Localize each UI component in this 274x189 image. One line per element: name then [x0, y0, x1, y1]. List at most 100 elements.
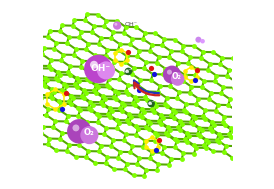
Point: [55, 70, 60, 74]
Point: [27, 101, 31, 105]
Point: [137, 157, 141, 160]
Point: [189, 85, 194, 88]
Point: [150, 108, 154, 111]
Point: [195, 76, 199, 79]
Point: [80, 59, 85, 62]
Point: [153, 131, 157, 134]
Point: [240, 127, 244, 130]
Point: [152, 110, 156, 113]
Point: [189, 66, 193, 69]
Point: [65, 114, 70, 117]
Point: [189, 120, 193, 123]
Point: [109, 37, 113, 40]
Point: [176, 126, 181, 129]
Point: [115, 119, 119, 122]
Point: [144, 146, 149, 149]
Point: [6, 101, 10, 104]
Point: [207, 97, 211, 100]
Point: [265, 81, 270, 84]
Point: [158, 84, 162, 88]
Point: [110, 109, 114, 112]
Point: [175, 140, 179, 143]
Point: [70, 24, 75, 27]
Point: [154, 105, 158, 108]
Point: [16, 136, 20, 139]
Point: [39, 131, 43, 134]
Point: [144, 139, 149, 142]
Circle shape: [124, 68, 132, 75]
Point: [232, 86, 236, 89]
Circle shape: [67, 119, 92, 144]
Point: [77, 79, 81, 82]
Point: [156, 55, 161, 58]
Point: [240, 92, 245, 95]
Point: [185, 132, 189, 135]
Point: [22, 76, 26, 79]
Circle shape: [126, 69, 129, 72]
Point: [124, 90, 128, 93]
Point: [93, 54, 97, 57]
Point: [202, 80, 206, 83]
Point: [90, 103, 95, 106]
Point: [102, 132, 107, 136]
Point: [33, 41, 37, 44]
Circle shape: [80, 126, 98, 144]
Point: [185, 140, 189, 143]
Point: [64, 85, 68, 88]
Point: [62, 91, 67, 94]
Point: [155, 61, 159, 64]
Point: [111, 31, 115, 34]
Point: [109, 144, 113, 147]
Point: [119, 48, 123, 51]
Point: [87, 80, 92, 83]
Point: [250, 63, 254, 66]
Point: [103, 162, 108, 165]
Point: [47, 64, 51, 67]
Point: [72, 18, 77, 21]
Point: [99, 101, 103, 104]
Point: [230, 156, 235, 159]
Point: [139, 116, 144, 119]
Point: [85, 13, 89, 16]
Point: [60, 24, 64, 27]
Point: [261, 128, 265, 131]
Point: [133, 96, 137, 99]
Point: [54, 149, 59, 152]
Point: [96, 42, 101, 45]
Point: [105, 48, 110, 51]
Point: [228, 98, 232, 101]
Point: [258, 69, 263, 72]
Point: [142, 67, 146, 70]
Point: [183, 76, 187, 79]
Point: [50, 88, 54, 91]
Point: [130, 72, 134, 75]
Point: [98, 144, 103, 147]
Point: [45, 35, 50, 38]
Point: [131, 101, 135, 104]
Point: [144, 125, 149, 128]
Text: O₂: O₂: [172, 72, 182, 81]
Point: [62, 82, 67, 85]
Point: [152, 102, 156, 105]
Point: [87, 71, 92, 74]
Point: [26, 72, 30, 75]
Point: [119, 62, 123, 65]
Text: O₂: O₂: [84, 128, 95, 137]
Point: [106, 77, 111, 81]
Point: [68, 73, 72, 76]
Point: [124, 162, 129, 165]
Point: [63, 92, 68, 95]
Point: [1, 84, 5, 87]
Point: [9, 125, 13, 128]
Point: [84, 48, 89, 51]
Point: [131, 174, 136, 177]
Point: [181, 44, 186, 47]
Point: [188, 56, 192, 59]
Point: [29, 52, 34, 55]
Point: [97, 115, 102, 118]
Point: [248, 133, 253, 136]
Point: [26, 137, 30, 140]
Point: [142, 174, 146, 177]
Point: [148, 157, 152, 160]
Point: [209, 91, 213, 94]
